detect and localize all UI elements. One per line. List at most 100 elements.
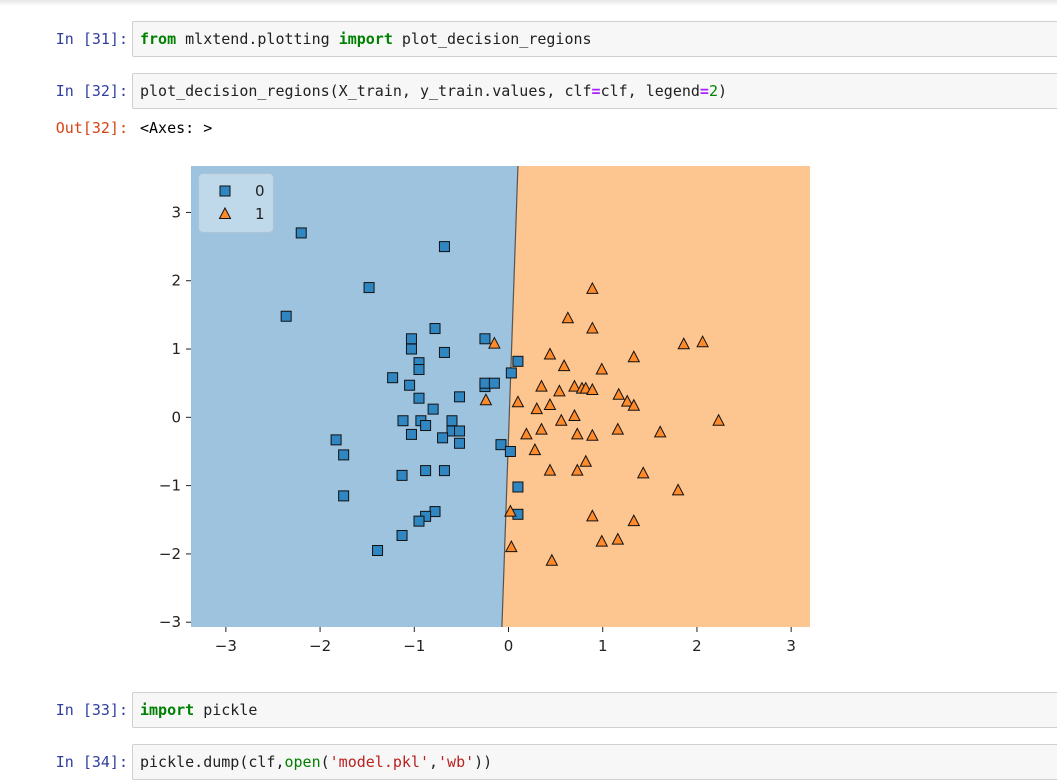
code-cell-33[interactable]: In [33]: import pickle	[0, 691, 1057, 731]
y-tick-label: 3	[171, 203, 181, 221]
point-class-0	[437, 432, 449, 444]
point-class-1	[595, 362, 609, 375]
code-input[interactable]: import pickle	[132, 692, 1057, 728]
point-class-1	[620, 394, 634, 407]
code-cell-34[interactable]: In [34]: pickle.dump(clf,open('model.pkl…	[0, 743, 1057, 783]
point-class-0	[479, 377, 491, 389]
code-cell-32[interactable]: In [32]: plot_decision_regions(X_train, …	[0, 72, 1057, 112]
code-token: =	[591, 82, 601, 100]
code-token: 'wb'	[438, 753, 475, 771]
point-class-0	[429, 506, 441, 518]
x-tick-label: 2	[692, 637, 702, 655]
point-class-1	[543, 463, 557, 476]
point-class-0	[396, 469, 408, 481]
output-prompt: Out[32]:	[55, 119, 128, 137]
point-class-0	[512, 481, 524, 493]
point-class-0	[504, 445, 516, 457]
point-class-1	[543, 397, 557, 411]
code-text: pickle.dump(clf,open('model.pkl','wb'))	[140, 753, 492, 771]
point-class-0	[396, 529, 408, 541]
input-prompt: In [31]:	[55, 30, 128, 48]
point-class-1	[677, 337, 691, 350]
point-class-1	[570, 427, 584, 440]
point-class-1	[530, 402, 544, 415]
code-token: clf, legend	[600, 82, 700, 100]
code-token: 'model.pkl'	[329, 753, 429, 771]
point-class-1	[612, 387, 626, 400]
point-class-0	[438, 241, 450, 253]
point-class-1	[671, 483, 685, 496]
point-class-0	[405, 428, 417, 440]
point-class-1	[636, 466, 650, 479]
point-class-0	[404, 379, 416, 391]
point-class-1	[611, 532, 625, 545]
code-token: mlxtend.plotting	[176, 30, 339, 48]
point-class-1	[712, 413, 725, 426]
point-class-1	[653, 425, 667, 438]
legend-box	[198, 173, 274, 233]
point-class-0	[420, 465, 432, 477]
point-class-0	[363, 282, 375, 294]
point-class-1	[627, 398, 641, 411]
point-class-1	[535, 422, 548, 435]
point-class-1	[627, 350, 641, 363]
code-token: ))	[474, 753, 493, 771]
y-tick-label: 1	[171, 340, 181, 358]
point-class-0	[338, 449, 350, 461]
point-class-1	[553, 384, 566, 397]
code-token: =	[699, 82, 709, 100]
code-token: plot_decision_regions	[392, 30, 592, 48]
code-text: plot_decision_regions(X_train, y_train.v…	[140, 82, 727, 100]
code-cell-31[interactable]: In [31]: from mlxtend.plotting import pl…	[0, 20, 1057, 60]
point-class-0	[413, 364, 425, 376]
point-class-0	[438, 465, 450, 477]
point-class-0	[330, 434, 342, 446]
code-token: pickle.dump(clf,	[140, 753, 285, 771]
point-class-0	[446, 415, 458, 427]
point-class-0	[512, 355, 524, 367]
point-class-0	[438, 346, 450, 358]
code-token: from	[140, 30, 177, 48]
point-class-1	[627, 514, 641, 527]
point-class-1	[528, 443, 542, 456]
point-class-1	[586, 281, 599, 294]
point-class-0	[405, 333, 417, 345]
code-token: open	[284, 753, 321, 771]
point-class-0	[488, 377, 500, 389]
code-input[interactable]: pickle.dump(clf,open('model.pkl','wb'))	[132, 744, 1057, 780]
code-text: from mlxtend.plotting import plot_decisi…	[140, 30, 592, 48]
point-class-0	[429, 323, 441, 335]
y-tick-label: −2	[159, 545, 181, 563]
point-class-1	[586, 382, 599, 396]
point-class-1	[488, 336, 501, 349]
point-class-0	[338, 490, 350, 502]
code-token: pickle	[194, 701, 258, 719]
region-class-1	[501, 166, 810, 627]
point-class-1	[595, 534, 609, 547]
x-tick-label: −3	[215, 637, 237, 655]
point-class-0	[372, 545, 384, 557]
decision-boundary	[501, 165, 519, 628]
input-prompt: In [33]:	[55, 701, 128, 719]
point-class-0	[454, 437, 466, 449]
point-class-0	[505, 367, 517, 379]
code-token: ,	[429, 753, 439, 771]
x-tick-label: −2	[309, 637, 331, 655]
input-prompt: In [32]:	[55, 82, 128, 100]
y-tick-label: −3	[159, 613, 181, 631]
point-class-1	[586, 321, 599, 334]
code-input[interactable]: from mlxtend.plotting import plot_decisi…	[132, 21, 1057, 57]
code-input[interactable]: plot_decision_regions(X_train, y_train.v…	[132, 73, 1057, 109]
region-class-0	[191, 166, 518, 627]
code-token: import	[338, 30, 393, 48]
point-class-1	[696, 335, 709, 348]
x-tick-label: 3	[786, 637, 796, 655]
point-class-0	[413, 515, 425, 527]
point-class-1	[535, 379, 548, 392]
y-tick-label: −1	[159, 477, 181, 495]
input-prompt: In [34]:	[55, 753, 128, 771]
point-class-1	[543, 347, 557, 360]
decision-regions-plot: −3 −2 −1 0 1 2 3 −3 −2 −1 0 1 2 3 0 1	[159, 165, 810, 655]
point-class-0	[479, 333, 491, 345]
legend-label-1: 1	[255, 205, 265, 223]
